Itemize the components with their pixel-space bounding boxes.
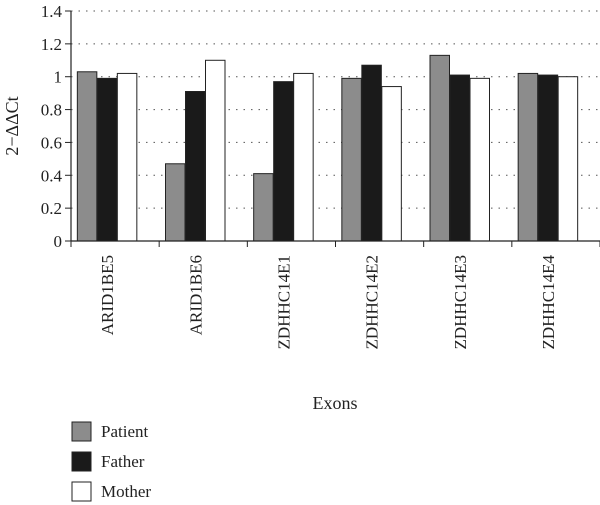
y-tick-labels: 0 0.2 0.4 0.6 0.8 1 1.2 1.4	[41, 2, 63, 251]
legend-item-father: Father	[71, 451, 145, 472]
legend-swatch	[71, 421, 92, 442]
legend-swatch	[71, 481, 92, 502]
bar-mother-arid1be6	[205, 59, 226, 242]
legend-label: Mother	[101, 482, 151, 501]
legend: Patient Father Mother	[71, 421, 151, 502]
bar-father-zdhhc14e2	[361, 64, 382, 242]
legend-label: Father	[101, 452, 145, 471]
bar-patient-zdhhc14e4	[517, 72, 539, 242]
x-category-label: ZDHHC14E3	[451, 255, 470, 349]
bars	[76, 54, 579, 242]
legend-item-patient: Patient	[71, 421, 148, 442]
y-tick-label: 0.2	[41, 199, 62, 218]
legend-item-mother: Mother	[71, 481, 151, 502]
legend-label: Patient	[101, 422, 148, 441]
bar-mother-zdhhc14e4	[557, 76, 579, 242]
x-category-label: ARID1BE6	[186, 255, 205, 335]
bar-mother-zdhhc14e2	[381, 86, 402, 242]
bar-patient-zdhhc14e2	[341, 77, 362, 242]
bar-father-zdhhc14e1	[273, 81, 294, 242]
bar-patient-zdhhc14e1	[253, 173, 274, 242]
x-category-label: ZDHHC14E1	[274, 255, 293, 349]
bar-father-arid1be6	[185, 91, 206, 242]
bar-patient-zdhhc14e3	[429, 54, 450, 242]
bar-mother-arid1be5	[116, 72, 138, 242]
y-axis-title: 2−ΔΔCt	[2, 96, 22, 155]
y-tick-label: 0.8	[41, 101, 62, 120]
x-category-label: ZDHHC14E2	[363, 255, 382, 349]
bar-father-arid1be5	[96, 77, 118, 242]
x-category-label: ZDHHC14E4	[539, 255, 558, 350]
y-tick-label: 1.4	[41, 2, 63, 21]
y-tick-label: 0.4	[41, 166, 63, 185]
bar-patient-arid1be5	[76, 71, 98, 242]
y-tick-label: 1.2	[41, 35, 62, 54]
y-tick-label: 0.6	[41, 133, 62, 152]
y-tick-label: 0	[54, 232, 63, 251]
x-category-labels: ARID1BE5 ARID1BE6 ZDHHC14E1 ZDHHC14E2 ZDHHC1…	[98, 255, 558, 350]
bar-patient-arid1be6	[165, 163, 186, 242]
legend-swatch	[71, 451, 92, 472]
y-tick-label: 1	[54, 68, 63, 87]
x-axis-title: Exons	[313, 393, 358, 413]
bar-mother-zdhhc14e1	[293, 72, 314, 242]
axes	[65, 10, 600, 247]
bar-father-zdhhc14e3	[449, 74, 470, 242]
x-category-label: ARID1BE5	[98, 255, 117, 335]
bar-mother-zdhhc14e3	[469, 77, 490, 242]
bar-father-zdhhc14e4	[537, 74, 559, 242]
